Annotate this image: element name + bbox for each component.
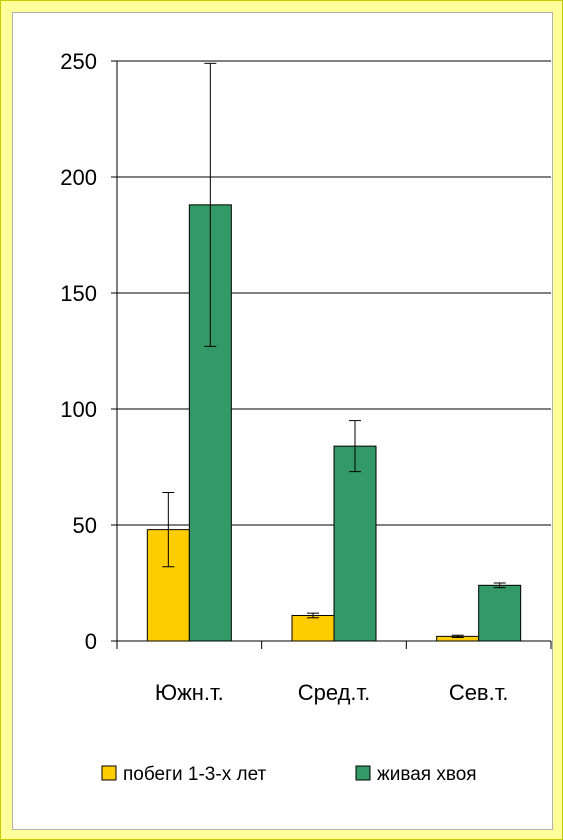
y-tick-label: 250 — [60, 49, 97, 74]
legend-swatch — [355, 765, 371, 781]
bars — [146, 204, 522, 642]
y-tick-label: 0 — [85, 629, 97, 654]
y-tick-label: 200 — [60, 165, 97, 190]
bar-needles-2 — [478, 584, 522, 642]
chart-area — [12, 12, 553, 830]
y-tick-labels: 0 50 100 150 200 250 — [60, 49, 97, 654]
legend: побеги 1-3-х лет живая хвоя — [101, 764, 477, 785]
legend-label: живая хвоя — [377, 764, 477, 785]
legend-label: побеги 1-3-х лет — [123, 764, 267, 785]
bar-shoots-1 — [291, 614, 335, 642]
legend-swatch — [101, 765, 117, 781]
bar-needles-1 — [333, 445, 377, 642]
y-tick-label: 100 — [60, 397, 97, 422]
axes — [111, 60, 552, 649]
x-tick-label: Южн.т. — [155, 680, 224, 705]
y-tick-label: 50 — [73, 513, 97, 538]
error-bars — [162, 62, 506, 639]
x-tick-label: Сев.т. — [449, 680, 509, 705]
x-tick-labels: Южн.т. Сред.т. Сев.т. — [155, 680, 509, 705]
x-tick-label: Сред.т. — [298, 680, 371, 705]
y-tick-label: 150 — [60, 281, 97, 306]
